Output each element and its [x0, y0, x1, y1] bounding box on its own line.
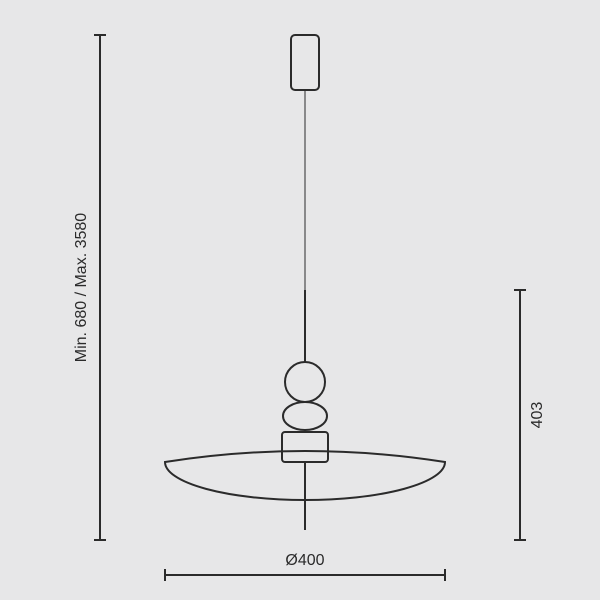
ceiling-canopy — [291, 35, 319, 90]
bead-ornament — [283, 402, 327, 430]
height-dimension-label: Min. 680 / Max. 3580 — [73, 213, 90, 363]
sphere-ornament — [285, 362, 325, 402]
led-housing — [282, 432, 328, 462]
width-dimension-label: Ø400 — [285, 552, 324, 569]
technical-drawing: Min. 680 / Max. 3580 403 Ø400 — [0, 0, 600, 600]
shade-height-dimension-label: 403 — [529, 402, 546, 429]
